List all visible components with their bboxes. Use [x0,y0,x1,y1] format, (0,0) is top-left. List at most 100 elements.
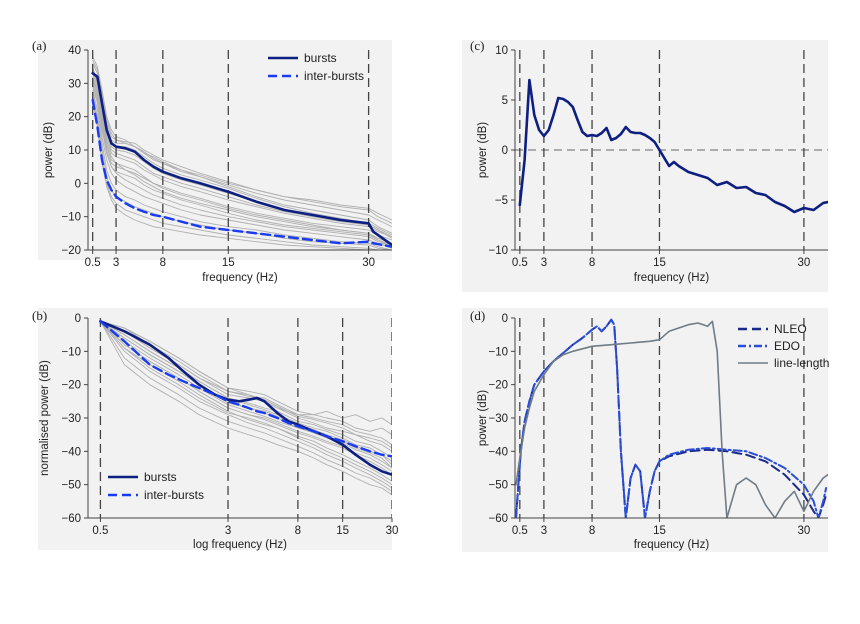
series-bursts-line [99,320,392,476]
legend: bursts inter-bursts [108,470,204,502]
background-trace-1 [100,320,392,446]
y-tick-label: −50 [61,480,81,492]
y-tick-label: 10 [495,45,508,57]
background-trace-5 [92,79,392,248]
x-tick-label: 15 [653,257,666,269]
plot-data-layer [515,50,828,250]
legend: NLEO EDO line-length [738,322,829,370]
x-tick-label: 15 [653,525,666,537]
x-tick-label: 30 [386,525,399,537]
plot-background [462,40,828,292]
panel-label: (d) [470,308,485,323]
background-trace-9 [100,321,392,492]
background-trace-11 [92,99,392,250]
legend-label: NLEO [774,322,807,336]
y-tick-label: −20 [61,380,81,392]
x-axis-label: frequency (Hz) [634,539,710,551]
x-tick-label: 30 [798,257,811,269]
legend-label: bursts [304,51,337,65]
y-axis-label: power (dB) [43,122,55,178]
y-tick-label: 10 [68,145,81,157]
x-tick-label: 0.5 [85,257,101,269]
y-tick-label: −40 [61,446,81,458]
x-tick-label: 3 [225,525,231,537]
y-tick-label: −10 [488,346,508,358]
y-tick-label: −10 [61,346,81,358]
background-trace-15 [100,320,392,472]
y-tick-label: −20 [488,380,508,392]
panel-label: (c) [470,38,484,53]
x-tick-label: 30 [362,257,375,269]
y-tick-label: −10 [488,245,508,257]
background-trace-5 [100,320,392,469]
y-tick-label: −20 [61,245,81,257]
y-tick-label: −30 [61,413,81,425]
x-tick-label: 0.5 [512,257,528,269]
y-tick-label: −50 [488,480,508,492]
x-tick-label: 3 [113,257,119,269]
x-tick-label: 8 [589,257,595,269]
x-axis-label: frequency (Hz) [634,272,710,284]
legend-label: line-length [774,356,829,370]
x-tick-label: 0.5 [92,525,108,537]
y-axis-label: power (dB) [477,122,489,178]
x-axis-label: frequency (Hz) [202,272,278,284]
y-tick-label: −30 [488,413,508,425]
background-trace-8 [100,321,392,489]
panel-label: (a) [32,38,46,53]
plot-data-layer [99,318,392,518]
x-tick-label: 8 [295,525,301,537]
y-tick-label: −40 [488,446,508,458]
legend-label: inter-bursts [144,488,204,502]
y-tick-label: 30 [68,78,81,90]
y-tick-label: 0 [502,145,508,157]
x-tick-label: 0.5 [512,525,528,537]
x-tick-label: 15 [222,257,235,269]
plot-data-layer [515,318,828,518]
series-line-length-line [515,320,828,518]
panel-b: 0.5 3 8 15 30 −60 −50 −40 −30 −20 −10 0 log frequenc… [32,308,398,551]
background-trace-12 [100,320,392,466]
y-axis-label: power (dB) [477,390,489,446]
y-tick-label: 40 [68,45,81,57]
legend-label: bursts [144,470,177,484]
background-trace-7 [92,86,392,249]
y-tick-label: 0 [75,313,81,325]
background-trace-14 [92,59,392,221]
x-tick-label: 30 [798,525,811,537]
y-tick-label: 5 [502,95,508,107]
legend-label: EDO [774,339,800,353]
legend: bursts inter-bursts [268,51,364,83]
series-bursts-line [91,72,392,247]
x-tick-label: 8 [589,525,595,537]
panel-label: (b) [32,308,47,323]
series-inter-bursts-line [99,320,392,458]
y-tick-label: −10 [61,212,81,224]
y-tick-label: 0 [75,178,81,190]
series-inter-bursts-line [91,98,392,248]
series-line [518,78,828,214]
y-tick-label: −5 [495,195,508,207]
y-tick-label: −60 [488,513,508,525]
panel-d: 0.5 3 8 15 30 −60 −50 −40 −30 −20 −10 0 frequency (H… [462,308,829,552]
x-axis-label: log frequency (Hz) [193,539,287,551]
series-edo-line [515,318,828,518]
y-tick-label: 20 [68,112,81,124]
background-trace-17 [92,83,392,241]
y-tick-label: 0 [502,313,508,325]
background-trace-14 [100,320,392,449]
plot-background [38,308,392,550]
background-trace-16 [100,320,392,486]
y-axis-label: normalised power (dB) [39,360,51,476]
background-trace-10 [100,321,392,496]
legend-label: inter-bursts [304,69,364,83]
x-tick-label: 15 [336,525,349,537]
panel-a: 0.5 3 8 15 30 −20 −10 0 10 20 30 40 frequency (Hz) po… [32,38,392,284]
x-tick-label: 3 [541,257,547,269]
plot-data-layer [91,50,392,250]
y-tick-label: −60 [61,513,81,525]
x-tick-label: 3 [541,525,547,537]
panel-c: 0.5 3 8 15 30 −10 −5 0 5 10 frequency (Hz) power (d… [462,38,828,292]
x-tick-label: 8 [160,257,166,269]
